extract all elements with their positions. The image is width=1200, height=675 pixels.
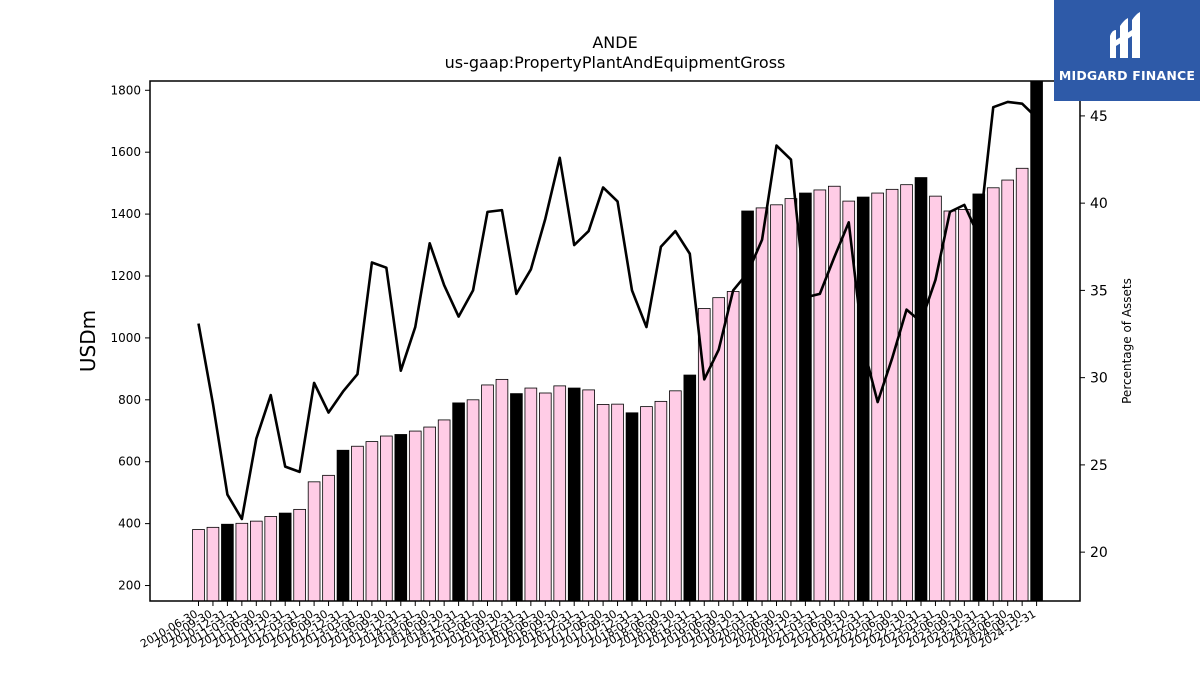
y2-tick-label: 45: [1090, 109, 1108, 125]
bar: [510, 393, 523, 602]
bar: [784, 198, 798, 602]
y2-axis: 20 25 30 35 40 45: [1080, 109, 1108, 561]
bar: [958, 209, 971, 602]
bar: [755, 207, 769, 602]
bar: [293, 508, 306, 602]
chart-title: ANDE: [592, 33, 637, 52]
y-tick-label: 1800: [110, 83, 141, 97]
bar: [452, 402, 465, 602]
y2-tick-label: 25: [1090, 458, 1108, 474]
bar: [380, 435, 393, 602]
bar: [669, 390, 682, 602]
bar: [1015, 167, 1029, 602]
bar: [553, 385, 567, 602]
bar: [206, 526, 220, 602]
bar: [986, 187, 1000, 602]
y2-tick-label: 35: [1090, 283, 1108, 299]
bar: [394, 434, 408, 602]
y-tick-label: 1200: [110, 269, 141, 283]
bar: [611, 403, 624, 602]
plot-frame: [149, 80, 1081, 602]
bar: [351, 445, 364, 602]
y-tick-label: 800: [118, 393, 141, 407]
y-tick-label: 1400: [110, 207, 141, 221]
bar: [264, 516, 278, 602]
bar: [596, 404, 610, 602]
bar: [640, 406, 653, 602]
bar: [408, 430, 422, 602]
bar: [495, 378, 509, 602]
bar: [914, 177, 928, 602]
bar: [712, 297, 725, 602]
bar: [221, 523, 234, 602]
bar: [192, 529, 205, 602]
y-tick-label: 200: [118, 579, 141, 593]
y2-tick-label: 40: [1090, 196, 1108, 212]
bar: [972, 193, 986, 602]
bar: [654, 400, 668, 602]
bar: [1001, 179, 1014, 602]
bar: [567, 387, 581, 602]
bar: [336, 449, 350, 602]
bar: [539, 392, 552, 602]
bar: [437, 419, 451, 602]
bar: [423, 426, 436, 602]
series-line: [197, 100, 1038, 521]
bar: [683, 374, 697, 602]
line-series: [197, 100, 1038, 521]
bar: [726, 291, 740, 602]
y-tick-label: 600: [118, 455, 141, 469]
logo: MIDGARD FINANCE: [1054, 0, 1200, 101]
bar: [365, 441, 379, 602]
bar: [1030, 80, 1043, 602]
bar: [466, 399, 480, 602]
chart-subtitle: us-gaap:PropertyPlantAndEquipmentGross: [445, 53, 786, 72]
bar: [322, 474, 335, 602]
bar: [481, 384, 494, 602]
bar: [770, 204, 783, 602]
bar: [524, 387, 538, 602]
bar: [278, 512, 292, 602]
bar: [249, 520, 263, 602]
bar: [900, 184, 913, 602]
bar: [307, 481, 321, 602]
bar: [582, 389, 595, 602]
y2-tick-label: 20: [1090, 545, 1108, 561]
y-tick-label: 1000: [110, 331, 141, 345]
y-tick-label: 400: [118, 517, 141, 531]
bar: [813, 189, 827, 602]
bar: [741, 210, 754, 602]
x-axis: 2010-06-302010-09-302010-12-312011-03-31…: [138, 601, 1038, 651]
logo-text: MIDGARD FINANCE: [1058, 68, 1196, 83]
bar: [885, 188, 899, 602]
y-axis: 200 400 600 800 1000 1200 1400 1600 1800: [110, 83, 150, 593]
y-axis-label: USDm: [76, 310, 100, 372]
bar: [235, 522, 249, 602]
y2-tick-label: 30: [1090, 371, 1108, 387]
bar: [625, 412, 639, 602]
bar: [856, 196, 870, 602]
y-tick-label: 1600: [110, 145, 141, 159]
midgard-logo-icon: [1110, 12, 1140, 58]
y2-axis-label: Percentage of Assets: [1120, 278, 1134, 404]
bar-series: [192, 80, 1043, 602]
bar: [943, 210, 957, 602]
